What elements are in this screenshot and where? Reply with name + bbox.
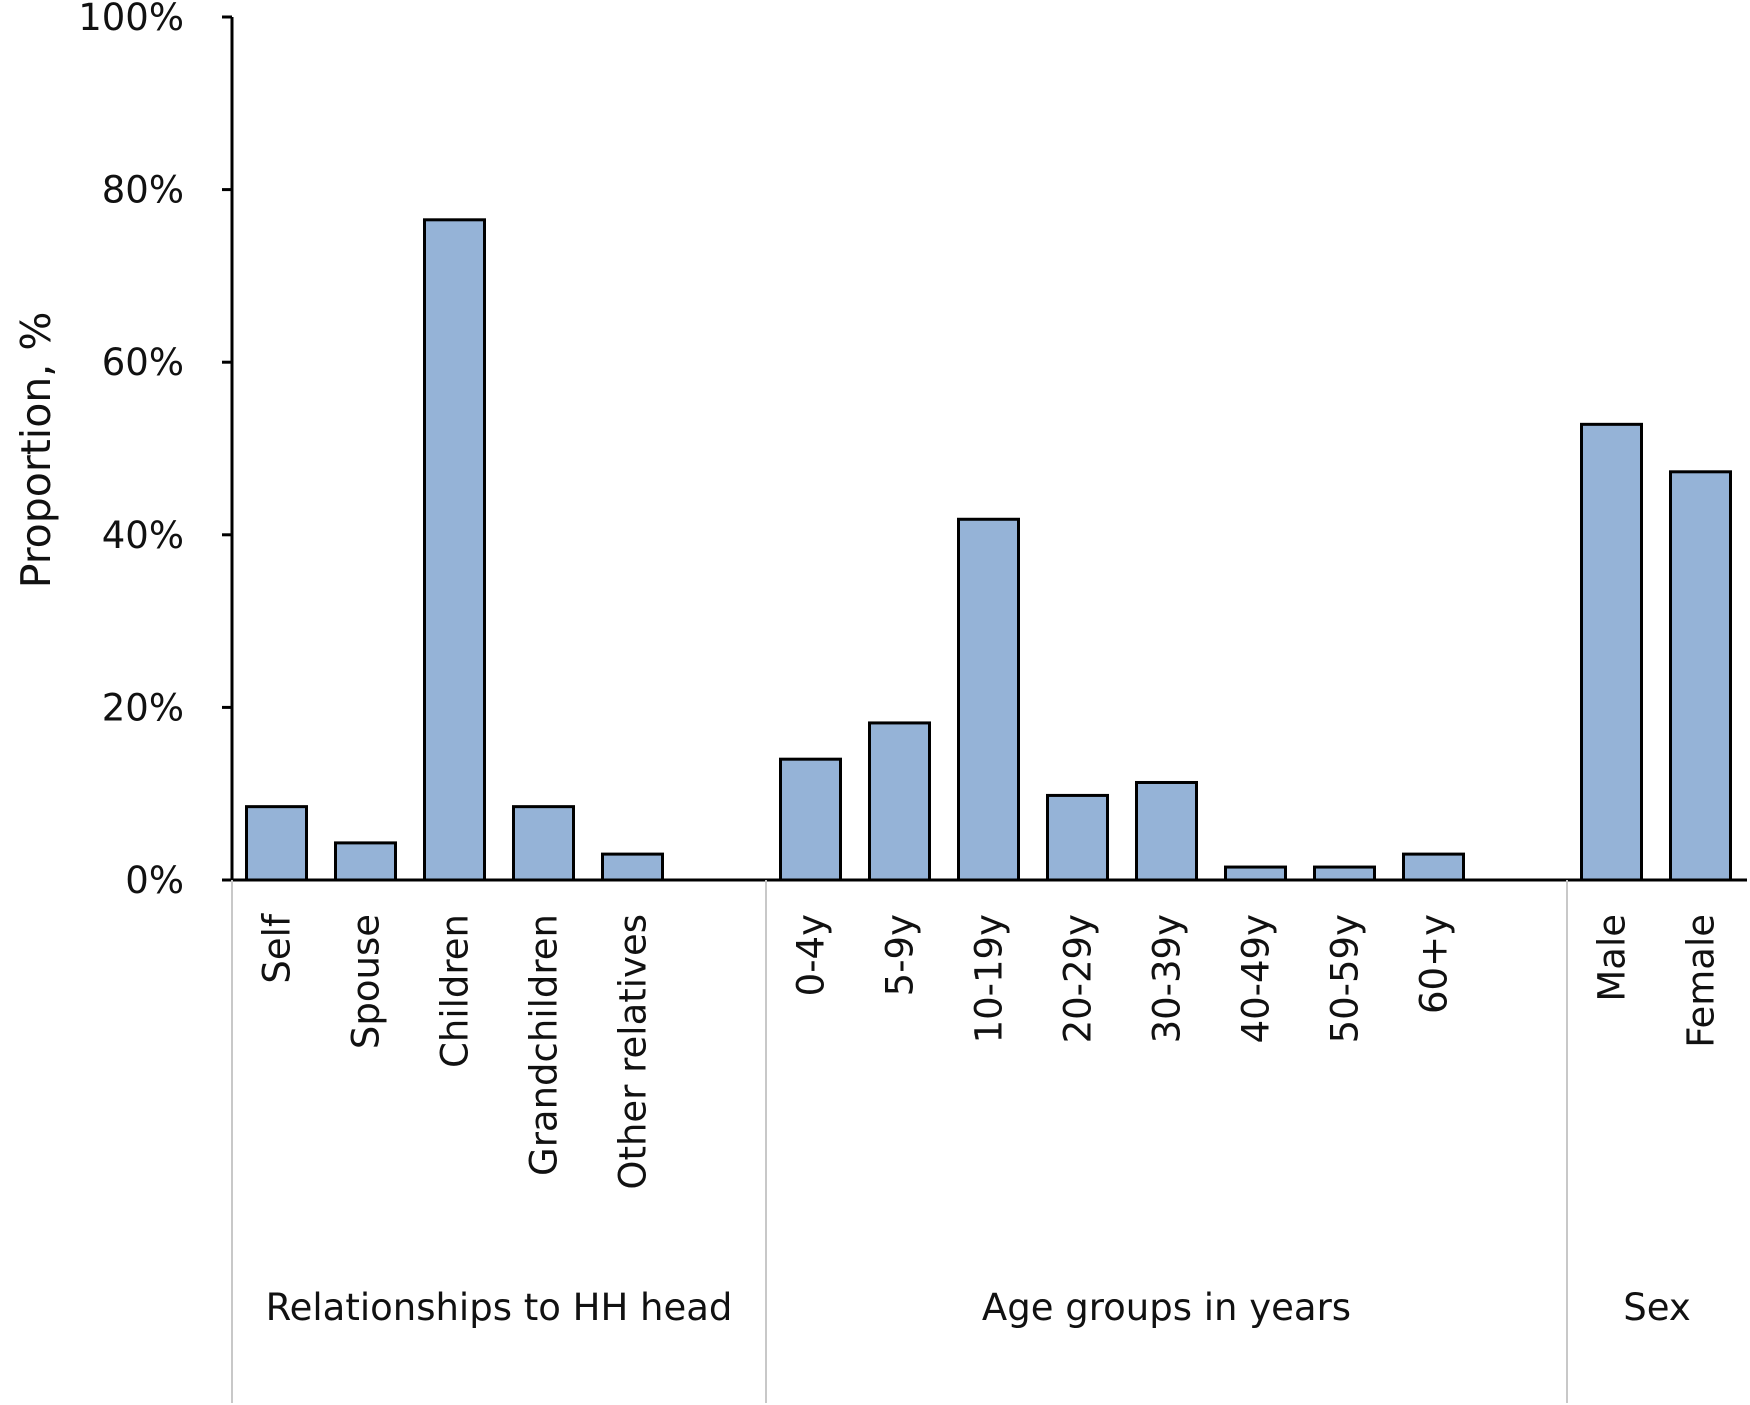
x-category-label: Grandchildren (523, 914, 566, 1176)
bar-5-9y (868, 721, 931, 882)
bar-0-4y (779, 757, 842, 882)
group-label: Age groups in years (982, 1286, 1351, 1329)
bars (245, 218, 1732, 882)
y-tick-label: 80% (102, 169, 184, 212)
x-category-label: 0-4y (790, 914, 833, 996)
y-tick-label: 100% (78, 0, 184, 39)
x-category-label: 60+y (1413, 914, 1456, 1014)
bar-male (1580, 422, 1643, 882)
y-axis-title: Proportion, % (12, 312, 60, 589)
bar-self (245, 805, 308, 882)
bar-20-29y (1046, 793, 1109, 882)
x-category-label: Other relatives (612, 914, 655, 1190)
x-category-label: 10-19y (968, 914, 1011, 1043)
group-label: Relationships to HH head (266, 1286, 733, 1329)
x-category-label: Male (1591, 914, 1634, 1002)
y-tick-label: 0% (125, 859, 184, 902)
bar-40-49y (1224, 865, 1287, 882)
y-tick-label: 60% (102, 341, 184, 384)
bar-other-relatives (601, 852, 664, 882)
x-category-label: 20-29y (1057, 914, 1100, 1043)
bar-60-y (1402, 852, 1465, 882)
bar-spouse (334, 841, 397, 882)
group-separators (231, 880, 1568, 1403)
y-axis-ticks: 0% 20% 40% 60% 80% 100% (78, 0, 232, 902)
x-category-label: 50-59y (1324, 914, 1367, 1043)
bar-50-59y (1313, 865, 1376, 882)
y-tick-label: 40% (102, 514, 184, 557)
bar-children (423, 218, 486, 882)
x-category-label: Self (256, 913, 299, 984)
bar-grandchildren (512, 805, 575, 882)
y-tick-label: 20% (102, 686, 184, 729)
bar-female (1669, 470, 1732, 882)
x-category-label: 30-39y (1146, 914, 1189, 1043)
x-category-label: 40-49y (1235, 914, 1278, 1043)
x-category-label: 5-9y (879, 914, 922, 996)
x-axis-categories: Self Spouse Children Grandchildren Other rel… (256, 913, 1723, 1190)
x-category-label: Female (1680, 914, 1723, 1048)
x-category-label: Children (434, 914, 477, 1068)
bar-30-39y (1135, 780, 1198, 882)
group-labels: Relationships to HH head Age groups in ye… (266, 1286, 1691, 1329)
group-label: Sex (1623, 1286, 1691, 1329)
x-category-label: Spouse (345, 914, 388, 1049)
bar-10-19y (957, 517, 1020, 882)
